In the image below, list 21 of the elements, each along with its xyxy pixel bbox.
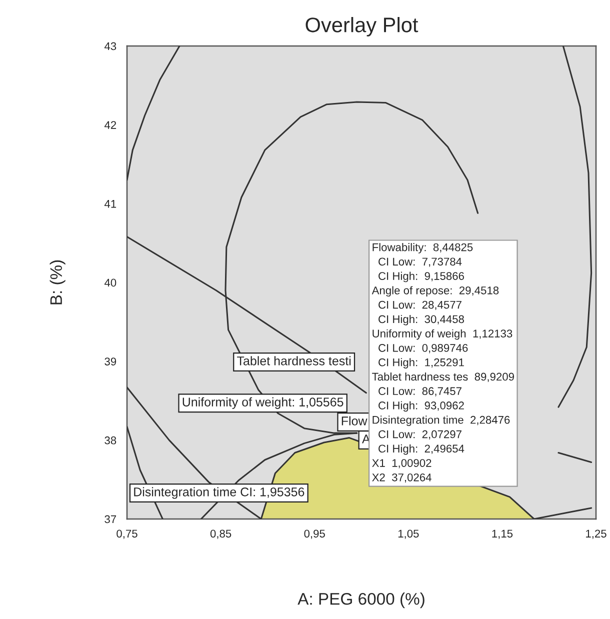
- x-tick-label: 0,75: [116, 530, 138, 539]
- y-tick-label: 38: [104, 436, 116, 444]
- y-tick-label: 37: [104, 515, 116, 524]
- y-tick-label: 43: [104, 42, 116, 50]
- x-tick-label: 0,95: [304, 530, 325, 539]
- x-tick-label: 1,05: [398, 530, 419, 539]
- y-tick-label: 41: [104, 200, 116, 208]
- annotation: Tablet hardness testi: [237, 356, 351, 366]
- x-tick-label: 1,25: [586, 530, 606, 539]
- x-tick-label: 1,15: [492, 530, 513, 539]
- annotation: Uniformity of weight: 1,05565: [182, 397, 344, 409]
- y-axis-title: B: (%): [50, 260, 66, 304]
- text: Flowability: 8,44825 CI Low: 7,73784 CI High: 9,15866 Angle of repose: 29,4518 CI Low: 28,4577 CI High: 30,4458 Uniformity of weigh 1,12133 CI Low: 0,989746 CI High: 1,25291 Tablet hardness tes 89,9209 CI Low: 86,7457 CI High: 93,0962 Disintegration time 2,28476 CI Low: 2,07297 CI High: 2,49654 X1 1,00902 X2 37,0264: [372, 243, 514, 483]
- chart-title: Overlay Plot: [306, 17, 418, 36]
- annotation: Flow: [342, 416, 368, 426]
- x-tick-label: 0,85: [210, 530, 232, 539]
- y-tick-label: 39: [104, 358, 116, 366]
- x-axis-title: A: PEG 6000 (%): [298, 592, 424, 608]
- annotation: Disintegration time CI: 1,95356: [134, 487, 304, 499]
- y-tick-label: 40: [104, 278, 116, 287]
- y-tick-label: 42: [104, 121, 116, 129]
